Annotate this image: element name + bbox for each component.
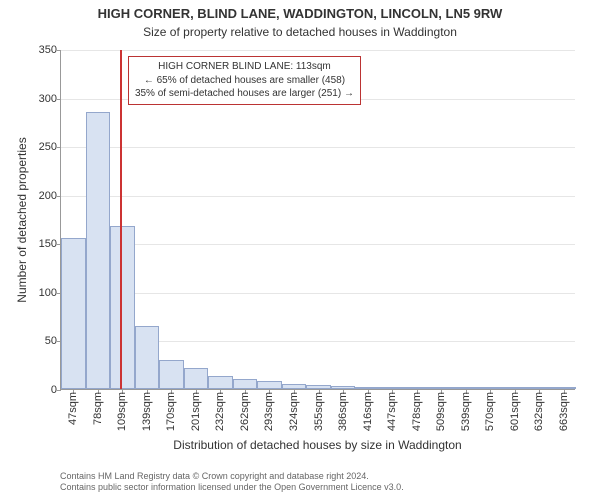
y-tick-label: 350 <box>27 44 57 56</box>
footer-attribution: Contains HM Land Registry data © Crown c… <box>60 471 404 494</box>
x-tick-label: 201sqm <box>190 392 202 431</box>
annotation-line: 35% of semi-detached houses are larger (… <box>135 87 354 101</box>
bar <box>527 387 552 389</box>
x-tick-label: 447sqm <box>386 392 398 431</box>
bar <box>551 387 576 389</box>
bar <box>208 376 233 389</box>
y-tick-mark <box>57 390 61 391</box>
y-axis-label: Number of detached properties <box>15 137 29 302</box>
bar <box>184 368 209 389</box>
bar <box>478 387 503 389</box>
y-tick-label: 250 <box>27 141 57 153</box>
x-tick-label: 47sqm <box>67 392 79 425</box>
x-tick-label: 663sqm <box>558 392 570 431</box>
grid-line <box>61 147 575 148</box>
bar <box>331 386 356 389</box>
x-tick-label: 170sqm <box>165 392 177 431</box>
y-tick-label: 0 <box>27 384 57 396</box>
x-axis-label: Distribution of detached houses by size … <box>60 438 575 452</box>
y-tick-label: 100 <box>27 287 57 299</box>
y-tick-label: 50 <box>27 335 57 347</box>
x-tick-label: 78sqm <box>92 392 104 425</box>
x-tick-label: 416sqm <box>362 392 374 431</box>
bar <box>110 226 135 389</box>
bar <box>233 379 258 389</box>
bar <box>61 238 86 389</box>
x-tick-label: 324sqm <box>288 392 300 431</box>
grid-line <box>61 196 575 197</box>
y-tick-mark <box>57 50 61 51</box>
bar <box>453 387 478 389</box>
y-tick-mark <box>57 99 61 100</box>
marker-line <box>120 50 122 389</box>
chart-title: HIGH CORNER, BLIND LANE, WADDINGTON, LIN… <box>0 0 600 23</box>
bar <box>86 112 111 389</box>
x-tick-label: 386sqm <box>337 392 349 431</box>
bar <box>159 360 184 389</box>
x-tick-label: 601sqm <box>509 392 521 431</box>
x-tick-label: 478sqm <box>411 392 423 431</box>
grid-line <box>61 293 575 294</box>
bar <box>429 387 454 389</box>
y-tick-mark <box>57 147 61 148</box>
bar <box>355 387 380 389</box>
bar <box>404 387 429 389</box>
bar <box>135 326 160 389</box>
y-tick-label: 200 <box>27 190 57 202</box>
bar <box>380 387 405 389</box>
y-tick-label: 150 <box>27 238 57 250</box>
footer-line-1: Contains HM Land Registry data © Crown c… <box>60 471 404 483</box>
x-tick-label: 509sqm <box>435 392 447 431</box>
annotation-line: HIGH CORNER BLIND LANE: 113sqm <box>135 60 354 74</box>
x-tick-label: 139sqm <box>141 392 153 431</box>
chart-area: 05010015020025030035047sqm78sqm109sqm139… <box>60 50 575 390</box>
bar <box>306 385 331 389</box>
bar <box>282 384 307 389</box>
chart-container: HIGH CORNER, BLIND LANE, WADDINGTON, LIN… <box>0 0 600 500</box>
x-tick-label: 570sqm <box>484 392 496 431</box>
x-tick-label: 539sqm <box>460 392 472 431</box>
x-tick-label: 355sqm <box>313 392 325 431</box>
y-tick-label: 300 <box>27 93 57 105</box>
annotation-line: ← 65% of detached houses are smaller (45… <box>135 74 354 88</box>
plot-region: 05010015020025030035047sqm78sqm109sqm139… <box>60 50 575 390</box>
y-tick-mark <box>57 196 61 197</box>
chart-subtitle: Size of property relative to detached ho… <box>0 23 600 39</box>
bar <box>502 387 527 389</box>
x-tick-label: 262sqm <box>239 392 251 431</box>
grid-line <box>61 244 575 245</box>
x-tick-label: 632sqm <box>533 392 545 431</box>
grid-line <box>61 50 575 51</box>
footer-line-2: Contains public sector information licen… <box>60 482 404 494</box>
bar <box>257 381 282 389</box>
x-tick-label: 232sqm <box>214 392 226 431</box>
x-tick-label: 293sqm <box>263 392 275 431</box>
x-tick-label: 109sqm <box>116 392 128 431</box>
annotation-box: HIGH CORNER BLIND LANE: 113sqm← 65% of d… <box>128 56 361 105</box>
